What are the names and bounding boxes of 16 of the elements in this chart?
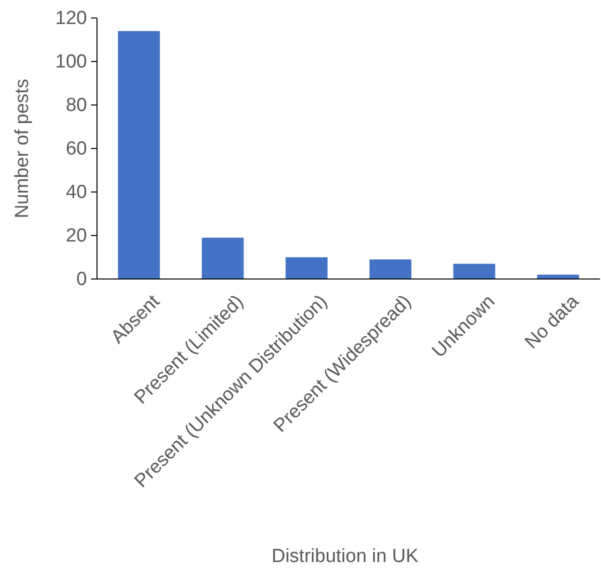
y-tick-label: 0: [76, 269, 87, 290]
bar: [118, 31, 160, 279]
y-tick-label: 120: [55, 8, 87, 30]
bar: [202, 238, 244, 279]
bar: [453, 264, 496, 279]
y-tick-label: 80: [66, 95, 87, 116]
y-axis-title: Number of pests: [12, 78, 33, 218]
bar: [286, 257, 328, 279]
y-tick-label: 40: [66, 182, 87, 204]
y-tick-label: 100: [55, 52, 87, 73]
y-tick-label: 60: [66, 138, 87, 160]
bar: [369, 259, 412, 279]
x-axis-title: Distribution in UK: [272, 546, 419, 567]
bar: [537, 274, 580, 279]
y-tick-label: 20: [66, 226, 87, 247]
x-tick-label: No data: [521, 290, 584, 354]
